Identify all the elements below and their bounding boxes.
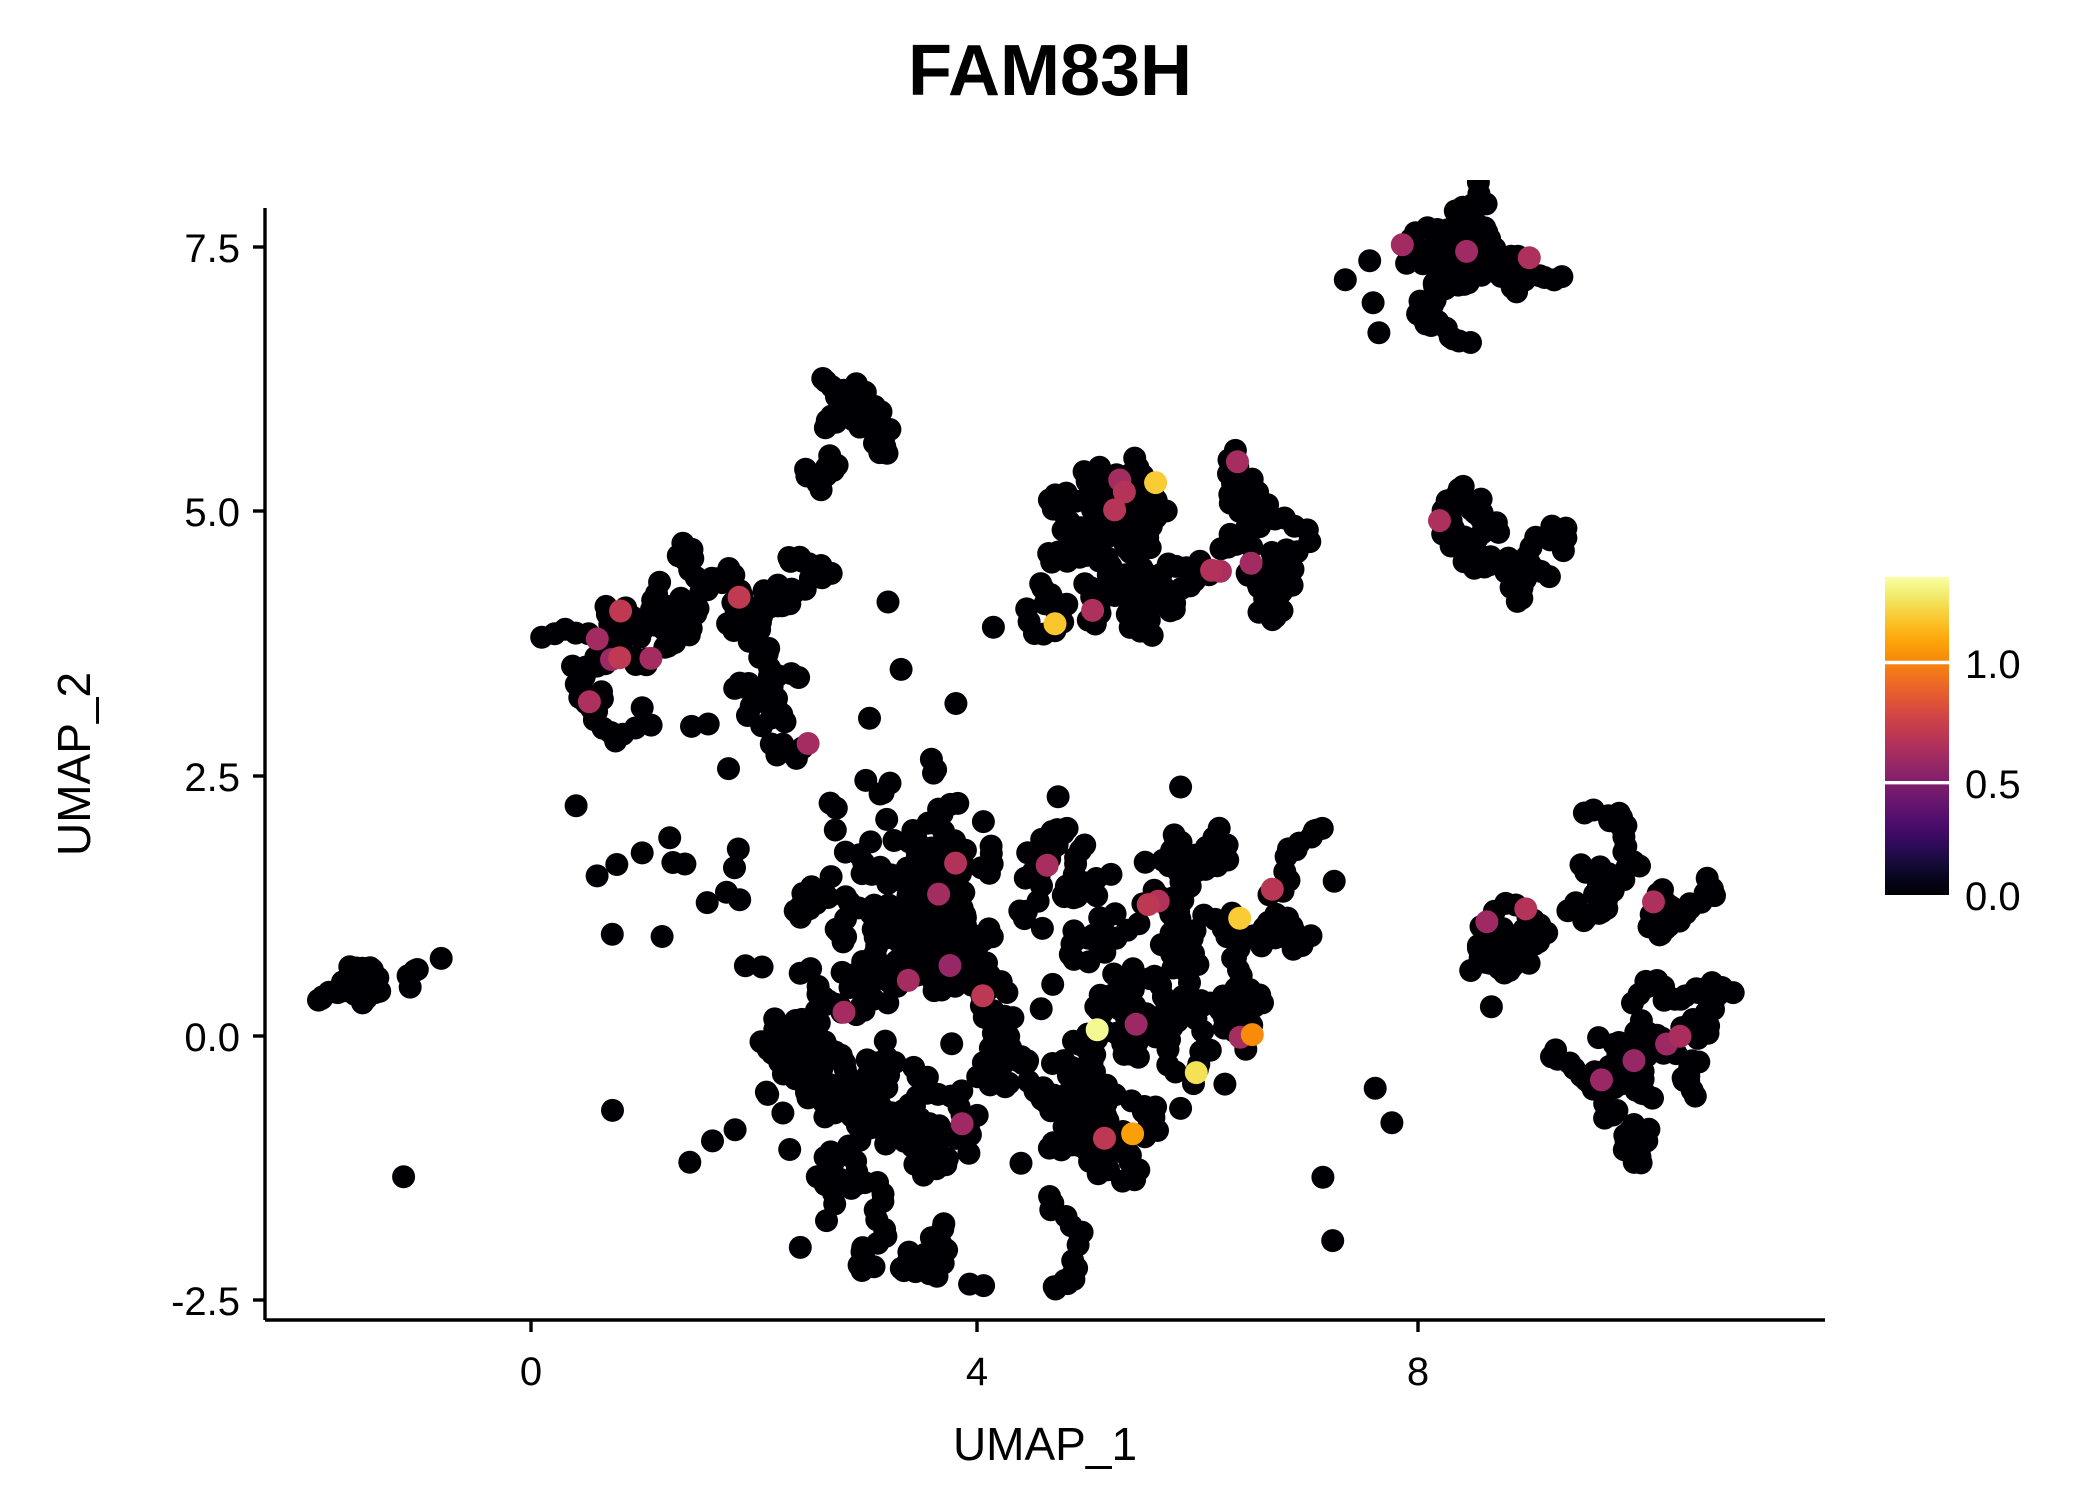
- svg-text:0.0: 0.0: [1965, 875, 2021, 919]
- svg-text:-2.5: -2.5: [171, 1280, 240, 1324]
- svg-text:0.5: 0.5: [1965, 763, 2021, 807]
- svg-text:1.0: 1.0: [1965, 643, 2021, 687]
- svg-text:4: 4: [966, 1350, 988, 1394]
- svg-text:0.0: 0.0: [184, 1016, 240, 1060]
- svg-text:7.5: 7.5: [184, 227, 240, 271]
- svg-text:8: 8: [1407, 1350, 1429, 1394]
- svg-text:2.5: 2.5: [184, 756, 240, 800]
- svg-text:UMAP_2: UMAP_2: [48, 672, 100, 856]
- svg-text:0: 0: [520, 1350, 542, 1394]
- svg-text:5.0: 5.0: [184, 491, 240, 535]
- svg-text:UMAP_1: UMAP_1: [953, 1418, 1137, 1470]
